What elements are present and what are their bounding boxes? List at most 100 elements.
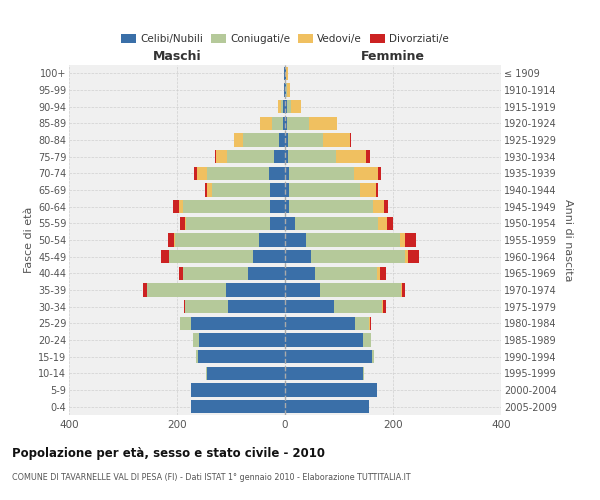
Bar [288,134,323,146]
Bar [227,150,274,164]
Bar [379,216,386,230]
Bar [350,134,351,146]
Bar [143,284,148,296]
Bar [311,250,406,264]
Bar [216,150,227,164]
Bar [270,184,285,196]
Bar [148,284,226,296]
Bar [354,166,379,180]
Bar [270,200,285,213]
Bar [285,234,305,246]
Bar [285,334,364,346]
Bar [373,200,384,213]
Bar [175,234,259,246]
Bar [286,84,287,96]
Bar [287,116,309,130]
Bar [285,216,295,230]
Bar [380,266,386,280]
Bar [191,316,285,330]
Bar [373,350,374,364]
Bar [179,200,184,213]
Bar [272,116,283,130]
Bar [285,66,286,80]
Bar [400,234,406,246]
Bar [244,134,278,146]
Bar [285,184,289,196]
Bar [377,266,380,280]
Bar [285,100,287,114]
Bar [309,116,337,130]
Bar [205,184,207,196]
Bar [406,234,416,246]
Text: COMUNE DI TAVARNELLE VAL DI PESA (FI) - Dati ISTAT 1° gennaio 2010 - Elaborazion: COMUNE DI TAVARNELLE VAL DI PESA (FI) - … [12,472,410,482]
Bar [234,134,244,146]
Bar [286,66,288,80]
Bar [379,166,381,180]
Bar [406,250,408,264]
Bar [355,316,368,330]
Bar [285,166,289,180]
Bar [168,234,175,246]
Bar [215,150,216,164]
Bar [283,116,285,130]
Bar [288,150,337,164]
Bar [368,316,370,330]
Bar [370,316,371,330]
Bar [207,184,212,196]
Bar [194,166,197,180]
Bar [212,184,270,196]
Bar [402,284,405,296]
Bar [283,100,285,114]
Bar [287,100,291,114]
Bar [384,200,388,213]
Bar [206,366,285,380]
Bar [305,234,400,246]
Bar [320,284,401,296]
Bar [383,300,386,314]
Bar [337,150,366,164]
Bar [284,84,285,96]
Y-axis label: Anni di nascita: Anni di nascita [563,198,574,281]
Bar [270,216,285,230]
Bar [184,266,248,280]
Bar [287,84,290,96]
Bar [186,216,270,230]
Bar [197,166,206,180]
Y-axis label: Fasce di età: Fasce di età [23,207,34,273]
Bar [197,350,285,364]
Text: Maschi: Maschi [152,50,202,62]
Bar [173,200,179,213]
Bar [206,166,269,180]
Bar [180,316,191,330]
Bar [285,116,287,130]
Bar [285,400,368,413]
Bar [364,334,371,346]
Text: Femmine: Femmine [361,50,425,62]
Legend: Celibi/Nubili, Coniugati/e, Vedovi/e, Divorziati/e: Celibi/Nubili, Coniugati/e, Vedovi/e, Di… [117,30,453,48]
Bar [169,250,253,264]
Bar [285,150,288,164]
Bar [185,300,229,314]
Bar [376,184,379,196]
Bar [285,316,355,330]
Bar [199,334,285,346]
Bar [253,250,285,264]
Bar [229,300,285,314]
Bar [359,184,376,196]
Bar [161,250,169,264]
Bar [278,100,281,114]
Bar [179,266,184,280]
Bar [180,216,185,230]
Bar [323,134,350,146]
Bar [185,216,186,230]
Bar [274,150,285,164]
Bar [184,200,270,213]
Bar [281,100,283,114]
Bar [366,150,370,164]
Bar [285,366,364,380]
Bar [269,166,285,180]
Bar [285,266,314,280]
Bar [191,384,285,396]
Bar [259,234,285,246]
Bar [184,300,185,314]
